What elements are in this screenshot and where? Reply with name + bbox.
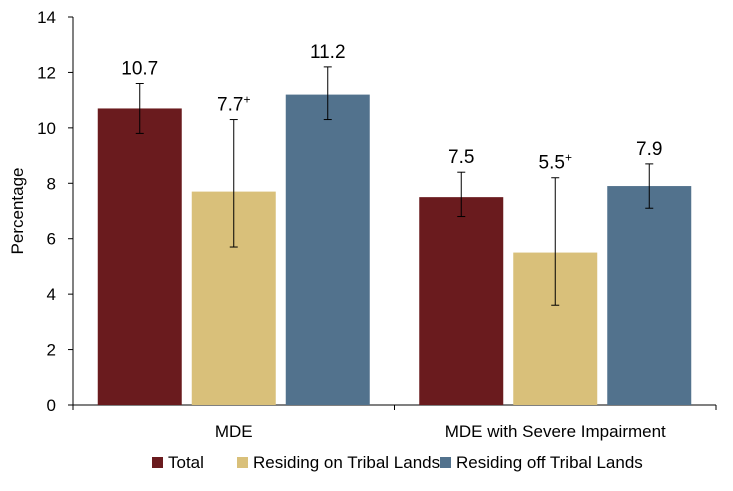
bar-off-tribal-lands bbox=[607, 186, 692, 405]
data-label: 7.9 bbox=[636, 139, 662, 160]
error-bars bbox=[135, 66, 654, 306]
y-tick-label: 10 bbox=[37, 119, 56, 138]
data-label-value: 7.5 bbox=[448, 147, 474, 168]
legend-swatch bbox=[237, 457, 248, 468]
category-labels: MDE MDE with Severe Impairment bbox=[215, 422, 666, 441]
legend-swatch bbox=[440, 457, 451, 468]
y-tick-label: 2 bbox=[47, 341, 56, 360]
data-label-value: 5.5 bbox=[539, 153, 565, 174]
data-label: 11.2 bbox=[310, 42, 346, 63]
y-tick-label: 8 bbox=[47, 174, 56, 193]
y-ticks: 0 2 4 6 8 10 12 14 bbox=[37, 8, 717, 415]
data-label-value: 7.9 bbox=[636, 139, 662, 160]
data-labels: 10.77.7+11.27.5 5.5+ 7.9 bbox=[121, 42, 662, 174]
bar-total bbox=[97, 108, 182, 405]
data-label: 5.5+ bbox=[539, 151, 572, 174]
legend-swatch bbox=[152, 457, 163, 468]
data-label-value: 7.7 bbox=[217, 95, 243, 116]
data-label-superscript: + bbox=[243, 93, 250, 107]
legend-label: Residing on Tribal Lands bbox=[253, 453, 440, 472]
data-label-value: 10.7 bbox=[121, 59, 158, 80]
data-label: 7.7+ bbox=[217, 93, 250, 116]
legend-label: Total bbox=[168, 453, 204, 472]
data-label-superscript: + bbox=[565, 151, 572, 165]
data-label: 7.5 bbox=[448, 147, 474, 168]
y-tick-label: 12 bbox=[37, 63, 56, 82]
legend: Total Residing on Tribal Lands Residing of… bbox=[152, 453, 643, 472]
y-tick-label: 4 bbox=[47, 285, 56, 304]
data-label-value: 11.2 bbox=[310, 42, 346, 63]
category-label: MDE with Severe Impairment bbox=[445, 422, 666, 441]
y-axis-label: Percentage bbox=[8, 168, 27, 255]
legend-label: Residing off Tribal Lands bbox=[456, 453, 643, 472]
bars bbox=[97, 94, 692, 405]
y-tick-label: 6 bbox=[47, 230, 56, 249]
category-label: MDE bbox=[215, 422, 253, 441]
y-tick-label: 14 bbox=[37, 8, 56, 27]
y-tick-label: 0 bbox=[47, 396, 56, 415]
data-label: 10.7 bbox=[121, 59, 158, 80]
bar-off-tribal-lands bbox=[285, 94, 370, 405]
bar-total bbox=[419, 197, 504, 405]
